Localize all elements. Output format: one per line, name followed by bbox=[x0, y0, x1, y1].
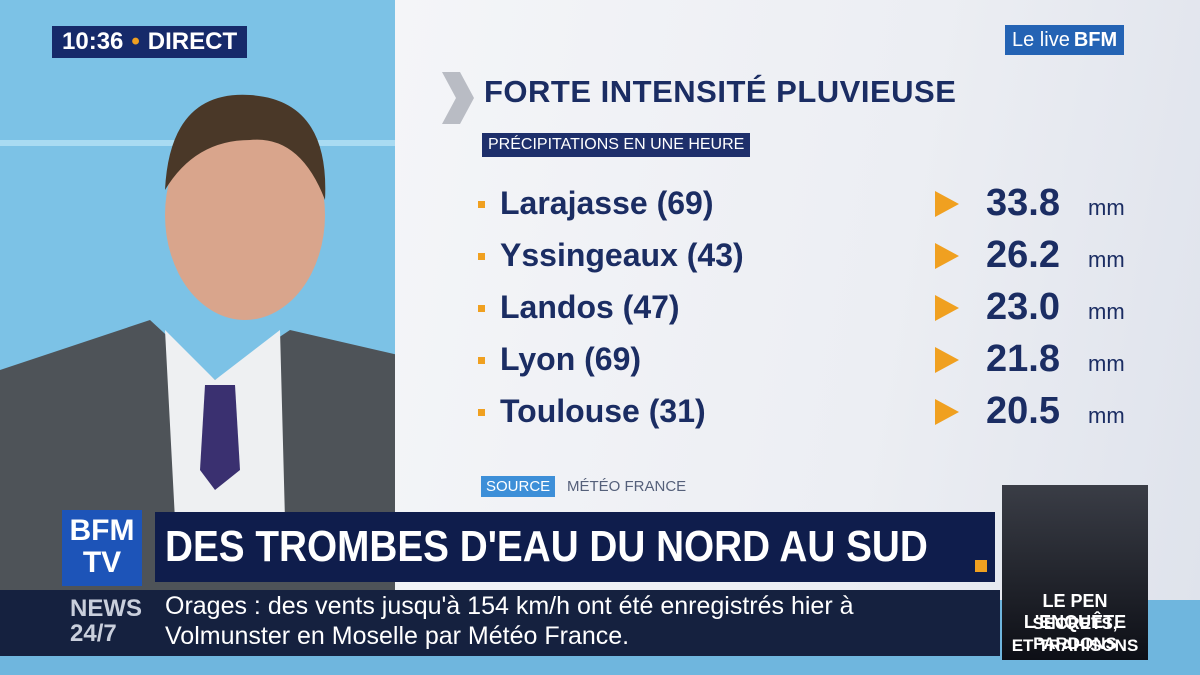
promo-line: ET TRAHISONS bbox=[1011, 636, 1139, 655]
place: Larajasse (69) bbox=[500, 185, 714, 221]
arrow bbox=[935, 295, 959, 321]
headline: DES TROMBES D'EAU DU NORD AU SUD bbox=[165, 522, 928, 571]
place: Yssingeaux (43) bbox=[500, 237, 744, 273]
ticker-bar bbox=[0, 590, 1000, 656]
clock: 10:36 • DIRECT bbox=[52, 26, 248, 58]
channel-logo: BFM TV bbox=[62, 510, 142, 586]
logo: Le live BFM bbox=[1005, 25, 1125, 55]
value: 26.2 bbox=[986, 234, 1060, 276]
bullet bbox=[478, 305, 485, 312]
unit: mm bbox=[1088, 299, 1125, 324]
arrow bbox=[935, 347, 959, 373]
value: 33.8 bbox=[986, 182, 1060, 224]
live: DIRECT bbox=[147, 28, 238, 55]
graphic-subtitle: PRÉCIPITATIONS EN UNE HEURE bbox=[482, 133, 751, 157]
ticker-label-line: NEWS bbox=[70, 595, 142, 622]
arrow bbox=[935, 399, 959, 425]
logo-prefix: Le live bbox=[1012, 28, 1070, 51]
place: Landos (47) bbox=[500, 289, 680, 325]
headline-dot bbox=[975, 560, 987, 572]
arrow bbox=[935, 191, 959, 217]
graphic-title: FORTE INTENSITÉ PLUVIEUSE bbox=[484, 74, 957, 109]
bullet bbox=[478, 201, 485, 208]
bullet bbox=[478, 409, 485, 416]
value: 23.0 bbox=[986, 286, 1060, 328]
ticker-label: NEWS 24/7 bbox=[70, 596, 142, 646]
channel-line: TV bbox=[82, 546, 122, 579]
unit: mm bbox=[1088, 403, 1125, 428]
promo[interactable] bbox=[1002, 485, 1148, 660]
source: MÉTÉO FRANCE bbox=[567, 478, 687, 495]
time: 10:36 bbox=[62, 28, 124, 55]
place: Toulouse (31) bbox=[500, 393, 706, 429]
unit: mm bbox=[1088, 351, 1125, 376]
ticker-text: Volmunster en Moselle par Météo France. bbox=[165, 622, 630, 650]
bullet bbox=[478, 357, 485, 364]
value: 21.8 bbox=[986, 338, 1060, 380]
logo-brand: BFM bbox=[1073, 28, 1118, 51]
bullet bbox=[478, 253, 485, 260]
promo-line: SECRETS, PARDONS bbox=[1032, 614, 1118, 653]
unit: mm bbox=[1088, 247, 1125, 272]
channel-line: BFM bbox=[69, 514, 135, 547]
arrow bbox=[935, 243, 959, 269]
source-label: SOURCE bbox=[481, 476, 556, 497]
place: Lyon (69) bbox=[500, 341, 642, 377]
value: 20.5 bbox=[986, 390, 1060, 432]
unit: mm bbox=[1088, 195, 1125, 220]
sep: • bbox=[131, 28, 140, 55]
promo-line: LE PEN L'ENQUÊTE bbox=[1023, 591, 1127, 632]
ticker-label-line: 24/7 bbox=[70, 620, 117, 647]
headline-bar bbox=[155, 512, 995, 582]
chevron bbox=[442, 72, 474, 124]
ticker-text: Orages : des vents jusqu'à 154 km/h ont … bbox=[165, 592, 854, 620]
